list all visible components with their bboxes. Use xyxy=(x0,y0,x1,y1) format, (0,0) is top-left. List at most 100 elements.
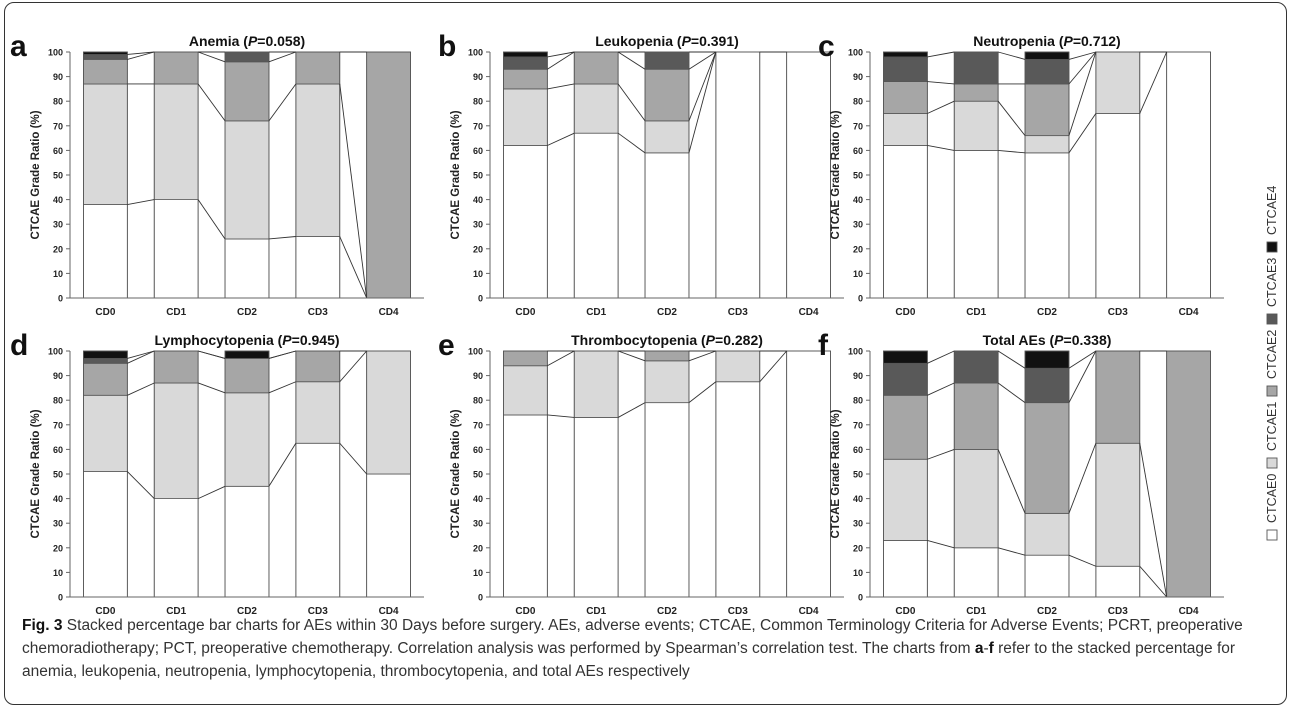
bar-segment-ctcae3-cd1 xyxy=(953,51,999,85)
y-tick-label: 100 xyxy=(848,347,863,357)
bar-segment-ctcae2-cd4 xyxy=(366,51,411,299)
series-connector xyxy=(268,381,297,394)
series-connector xyxy=(1139,51,1168,114)
bar-segment-ctcae1-cd0 xyxy=(83,83,128,205)
series-connector xyxy=(547,83,575,90)
bar-segment-ctcae0-cd3 xyxy=(715,381,761,598)
panel-c: c Neutropenia (P=0.712) CTCAE Grade Ratio … xyxy=(818,30,1224,318)
series-connector xyxy=(1139,565,1167,598)
bar-segment-ctcae3-cd0 xyxy=(83,54,128,60)
series-connector xyxy=(997,382,1026,404)
series-connector xyxy=(1068,51,1097,85)
bar-segment-ctcae1-cd0 xyxy=(503,365,548,416)
bar-segment-ctcae2-cd1 xyxy=(153,51,199,85)
panel-letter: c xyxy=(818,30,835,63)
x-tick-label: CD3 xyxy=(728,606,748,617)
series-connector xyxy=(927,100,955,114)
y-tick-label: 90 xyxy=(853,371,863,381)
y-tick-label: 0 xyxy=(58,294,63,304)
y-tick-label: 80 xyxy=(53,97,63,107)
legend-label-ctcae3: CTCAE3 xyxy=(1265,258,1279,307)
bar-segment-ctcae0-cd0 xyxy=(883,540,928,598)
bar-segment-ctcae0-cd2 xyxy=(644,152,690,299)
y-axis-label: CTCAE Grade Ratio (%) xyxy=(30,409,42,538)
chart-title-pvalue: =0.391) xyxy=(691,33,739,49)
series-connector xyxy=(688,51,717,70)
bar-segment-ctcae4-cd2 xyxy=(1024,350,1070,369)
series-connector xyxy=(268,350,296,359)
bar-segment-ctcae3-cd2 xyxy=(1024,58,1070,85)
y-tick-label: 50 xyxy=(853,470,863,480)
y-tick-label: 30 xyxy=(853,220,863,230)
chart-title-p: P xyxy=(1054,332,1064,348)
series-connector xyxy=(198,350,226,359)
y-tick-label: 70 xyxy=(53,420,63,430)
bar-segment-ctcae1-cd2 xyxy=(224,120,270,240)
x-tick-label: CD2 xyxy=(237,307,257,318)
bar-segment-ctcae0-cd3 xyxy=(295,442,341,598)
bar-segment-ctcae2-cd3 xyxy=(1095,350,1141,444)
panel-letter: a xyxy=(10,30,27,63)
y-tick-label: 0 xyxy=(858,294,863,304)
chart-title-pvalue: =0.058) xyxy=(257,33,305,49)
y-tick-label: 60 xyxy=(53,445,63,455)
bar-segment-ctcae3-cd0 xyxy=(883,362,928,396)
series-connector xyxy=(197,382,226,394)
x-tick-label: CD4 xyxy=(1179,606,1199,617)
chart-title-text: Thrombocytopenia ( xyxy=(571,332,706,348)
x-tick-label: CD3 xyxy=(728,307,748,318)
y-tick-label: 60 xyxy=(473,445,483,455)
bar-segment-ctcae1-cd3 xyxy=(295,83,341,237)
series-connector xyxy=(547,51,575,58)
y-tick-label: 10 xyxy=(53,269,63,279)
chart-title-p: P xyxy=(682,33,692,49)
y-tick-label: 20 xyxy=(473,244,483,254)
series-connector xyxy=(547,51,575,70)
bar-segment-ctcae1-cd1 xyxy=(573,83,619,134)
chart-title: Lymphocytopenia (P=0.945) xyxy=(154,332,339,348)
y-axis-label: CTCAE Grade Ratio (%) xyxy=(450,110,462,239)
bar-segment-ctcae0-cd2 xyxy=(224,238,270,299)
chart-title-pvalue: =0.712) xyxy=(1073,33,1121,49)
legend-swatch-ctcae2 xyxy=(1266,385,1278,397)
y-tick-label: 10 xyxy=(853,269,863,279)
x-tick-label: CD0 xyxy=(895,606,915,617)
series-connector xyxy=(1068,113,1097,154)
chart-title: Thrombocytopenia (P=0.282) xyxy=(571,332,763,348)
y-tick-label: 10 xyxy=(473,269,483,279)
series-connector xyxy=(197,199,226,240)
bar-segment-ctcae2-cd3 xyxy=(295,51,341,85)
bar-segment-ctcae0-cd4 xyxy=(1166,51,1211,299)
panel-f: f Total AEs (P=0.338) CTCAE Grade Ratio (%… xyxy=(818,329,1224,617)
bar-segment-ctcae2-cd0 xyxy=(83,362,128,396)
panel-letter: b xyxy=(438,30,456,63)
bar-segment-ctcae2-cd2 xyxy=(224,61,270,122)
y-tick-label: 0 xyxy=(478,294,483,304)
series-connector xyxy=(927,81,955,85)
bar-segment-ctcae2-cd0 xyxy=(883,81,928,114)
y-tick-label: 60 xyxy=(53,146,63,156)
y-tick-label: 40 xyxy=(853,494,863,504)
series-connector xyxy=(617,132,646,154)
bar-segment-ctcae2-cd1 xyxy=(953,83,999,102)
y-tick-label: 40 xyxy=(53,494,63,504)
chart-title-p: P xyxy=(1064,33,1074,49)
x-tick-label: CD2 xyxy=(657,307,677,318)
y-tick-label: 30 xyxy=(53,220,63,230)
legend-label-ctcae0: CTCAE0 xyxy=(1265,474,1279,523)
bar-segment-ctcae1-cd4 xyxy=(366,350,411,475)
series-connector xyxy=(268,443,297,487)
bar-segment-ctcae0-cd3 xyxy=(1095,565,1141,598)
x-tick-label: CD1 xyxy=(586,606,606,617)
caption-text-end: refer to the stacked percentage for anem… xyxy=(22,640,1236,680)
bar-segment-ctcae0-cd2 xyxy=(644,402,690,598)
bar-segment-ctcae4-cd2 xyxy=(224,350,270,359)
x-tick-label: CD3 xyxy=(308,307,328,318)
bar-segment-ctcae4-cd0 xyxy=(83,350,128,359)
series-connector xyxy=(1068,51,1097,136)
x-tick-label: CD1 xyxy=(966,606,986,617)
bar-segment-ctcae4-cd2 xyxy=(1024,51,1070,60)
bar-segment-ctcae0-cd0 xyxy=(883,145,928,299)
x-tick-label: CD4 xyxy=(799,307,819,318)
